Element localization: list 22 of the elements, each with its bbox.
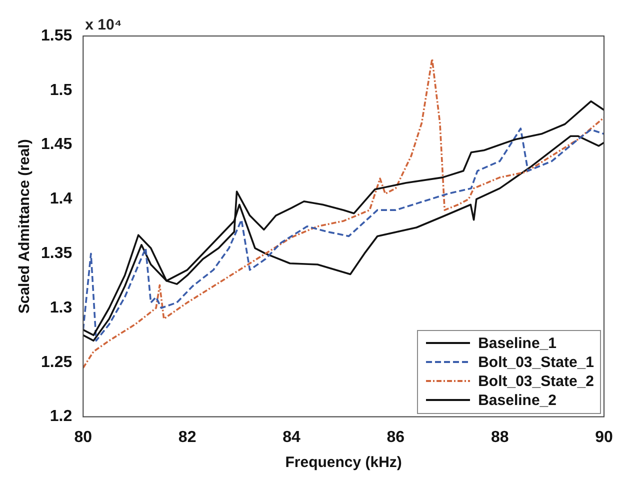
legend-label: Baseline_1 (478, 334, 556, 353)
x-tick-label: 80 (74, 428, 92, 446)
x-tick-label: 84 (282, 428, 300, 446)
y-tick-label: 1.25 (41, 354, 72, 371)
y-tick-label: 1.2 (50, 408, 72, 426)
legend-label: Bolt_03_State_2 (478, 372, 594, 391)
x-axis-title: Frequency (kHz) (285, 454, 402, 472)
line-series (83, 58, 604, 369)
legend-label: Baseline_2 (478, 390, 556, 410)
y-tick-label: 1.55 (41, 27, 72, 44)
x-tick-label: 86 (386, 428, 405, 446)
legend-label: Bolt_03_State_1 (478, 352, 594, 372)
y-tick-label: 1.45 (41, 136, 72, 154)
y-tick-label: 1.4 (50, 190, 72, 208)
y-tick-label: 1.5 (50, 82, 72, 99)
text: x 10⁴ (85, 16, 122, 34)
x-tick-label: 88 (490, 428, 509, 446)
y-axis-title: Scaled Admittance (real) (16, 139, 34, 314)
x-tick-label: 82 (178, 428, 196, 446)
x-tick-label: 90 (595, 428, 613, 446)
y-tick-label: 1.35 (41, 245, 72, 262)
y-tick-label: 1.3 (50, 299, 72, 316)
